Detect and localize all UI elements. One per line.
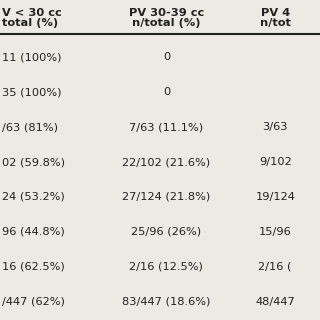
Text: n/tot: n/tot (260, 18, 291, 28)
Text: /63 (81%): /63 (81%) (2, 122, 58, 132)
Text: 83/447 (18.6%): 83/447 (18.6%) (122, 297, 211, 307)
Text: 15/96: 15/96 (259, 227, 292, 237)
Text: 9/102: 9/102 (259, 157, 292, 167)
Text: 0: 0 (163, 87, 170, 97)
Text: 27/124 (21.8%): 27/124 (21.8%) (122, 192, 211, 202)
Text: 48/447: 48/447 (255, 297, 295, 307)
Text: PV 4: PV 4 (260, 8, 290, 18)
Text: n/total (%): n/total (%) (132, 18, 201, 28)
Text: V < 30 cc: V < 30 cc (2, 8, 61, 18)
Text: PV 30-39 cc: PV 30-39 cc (129, 8, 204, 18)
Text: 22/102 (21.6%): 22/102 (21.6%) (122, 157, 211, 167)
Text: 2/16 (12.5%): 2/16 (12.5%) (130, 262, 203, 272)
Text: 0: 0 (163, 52, 170, 62)
Text: 96 (44.8%): 96 (44.8%) (2, 227, 64, 237)
Text: 35 (100%): 35 (100%) (2, 87, 61, 97)
Text: /447 (62%): /447 (62%) (2, 297, 64, 307)
Text: total (%): total (%) (2, 18, 58, 28)
Text: 2/16 (: 2/16 ( (259, 262, 292, 272)
Text: 25/96 (26%): 25/96 (26%) (131, 227, 202, 237)
Text: 19/124: 19/124 (255, 192, 295, 202)
Text: 3/63: 3/63 (262, 122, 288, 132)
Text: 02 (59.8%): 02 (59.8%) (2, 157, 65, 167)
Text: 16 (62.5%): 16 (62.5%) (2, 262, 64, 272)
Text: 11 (100%): 11 (100%) (2, 52, 61, 62)
Text: 24 (53.2%): 24 (53.2%) (2, 192, 64, 202)
Text: 7/63 (11.1%): 7/63 (11.1%) (129, 122, 204, 132)
